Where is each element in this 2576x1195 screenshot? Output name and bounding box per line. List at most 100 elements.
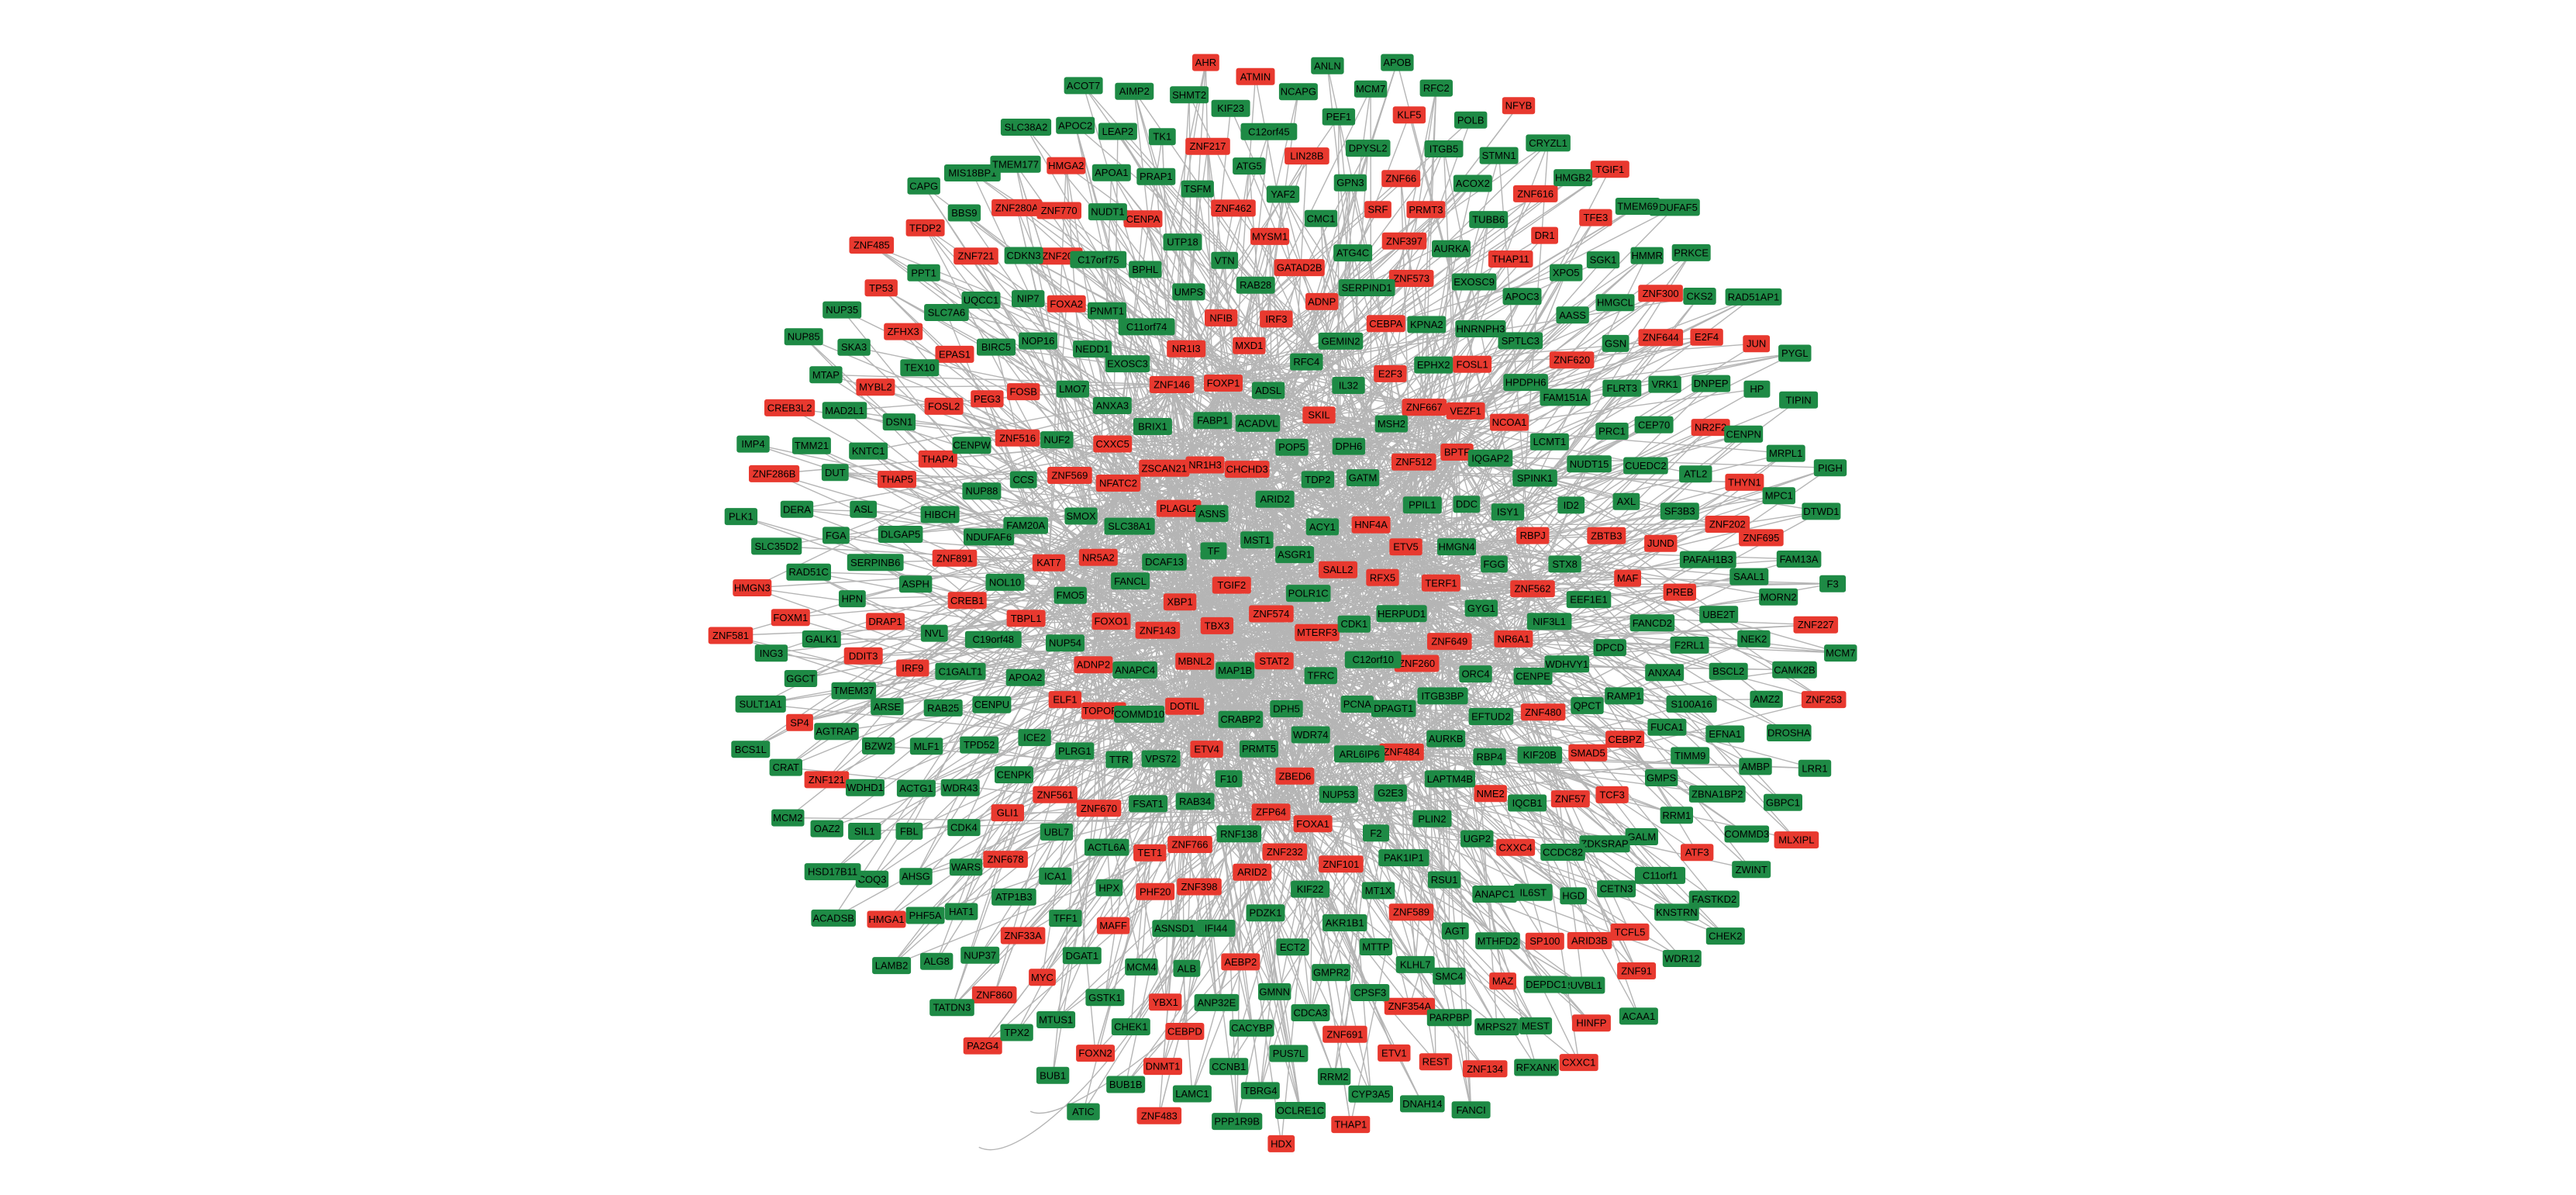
gene-node-down[interactable]: PPP1R9B <box>1212 1113 1263 1131</box>
gene-node-down[interactable]: GMPS <box>1645 769 1678 786</box>
gene-node-up[interactable]: NR1I3 <box>1167 340 1206 357</box>
gene-node-up[interactable]: VEZF1 <box>1446 402 1485 420</box>
gene-node-down[interactable]: ID2 <box>1557 496 1585 514</box>
gene-node-down[interactable]: ZWINT <box>1732 861 1771 879</box>
gene-node-up[interactable]: ZNF232 <box>1262 843 1308 861</box>
gene-node-up[interactable]: ZNF512 <box>1391 453 1436 471</box>
gene-node-up[interactable]: DDIT3 <box>843 647 883 665</box>
gene-node-down[interactable]: HPDPH6 <box>1503 374 1548 392</box>
gene-node-up[interactable]: E2F3 <box>1374 364 1407 382</box>
gene-node-down[interactable]: POP5 <box>1275 438 1309 456</box>
gene-node-up[interactable]: ZFP64 <box>1251 803 1291 821</box>
gene-node-up[interactable]: RFX5 <box>1366 568 1399 586</box>
gene-node-up[interactable]: ZBED6 <box>1275 767 1315 785</box>
gene-node-down[interactable]: ANAPC4 <box>1112 661 1157 679</box>
gene-node-up[interactable]: HMGA2 <box>1047 157 1086 174</box>
gene-node-up[interactable]: AHR <box>1192 54 1219 71</box>
gene-node-down[interactable]: EEF1E1 <box>1566 591 1612 609</box>
gene-node-up[interactable]: ZNF280A <box>991 199 1043 216</box>
gene-node-down[interactable]: NVL <box>920 624 948 642</box>
gene-node-up[interactable]: ZNF66 <box>1381 170 1421 188</box>
gene-node-down[interactable]: MCM7 <box>1354 80 1388 98</box>
gene-node-down[interactable]: ANLN <box>1311 57 1344 74</box>
gene-node-down[interactable]: ICA1 <box>1039 867 1072 885</box>
gene-node-up[interactable]: KLF5 <box>1392 106 1426 124</box>
gene-node-down[interactable]: HMGCL <box>1595 294 1635 312</box>
gene-node-down[interactable]: NCAPG <box>1278 83 1318 101</box>
gene-node-down[interactable]: MEST <box>1519 1017 1553 1034</box>
gene-node-down[interactable]: VPS72 <box>1141 750 1181 768</box>
gene-node-down[interactable]: RAB25 <box>923 699 963 717</box>
gene-node-up[interactable]: ZNF616 <box>1512 185 1558 202</box>
gene-node-down[interactable]: ACOX2 <box>1453 174 1492 192</box>
gene-node-down[interactable]: TEX10 <box>900 359 940 377</box>
gene-node-down[interactable]: NOL10 <box>985 573 1025 591</box>
gene-node-down[interactable]: APOC3 <box>1502 288 1542 306</box>
gene-node-down[interactable]: STMN1 <box>1479 147 1519 164</box>
gene-node-up[interactable]: SRF <box>1364 201 1391 219</box>
gene-node-down[interactable]: RAD51AP1 <box>1725 288 1782 306</box>
gene-node-up[interactable]: TBPL1 <box>1006 610 1046 627</box>
gene-node-down[interactable]: KIF23 <box>1211 99 1250 117</box>
gene-node-up[interactable]: ZNF485 <box>849 237 895 254</box>
gene-node-down[interactable]: TUBB6 <box>1469 211 1509 229</box>
gene-node-up[interactable]: ZNF574 <box>1249 605 1294 623</box>
gene-node-down[interactable]: MST1 <box>1240 531 1274 549</box>
gene-node-down[interactable]: NUP53 <box>1319 786 1358 803</box>
gene-node-down[interactable]: MAD2L1 <box>822 402 867 420</box>
gene-node-up[interactable]: RBPJ <box>1516 527 1550 544</box>
gene-node-down[interactable]: DPH5 <box>1270 700 1303 717</box>
gene-node-down[interactable]: S100A16 <box>1666 695 1717 713</box>
gene-node-up[interactable]: ZNF462 <box>1211 199 1256 217</box>
gene-node-down[interactable]: KPNA2 <box>1407 316 1447 333</box>
gene-node-down[interactable]: DTWD1 <box>1802 503 1841 520</box>
gene-node-up[interactable]: NFATC2 <box>1095 475 1141 492</box>
gene-node-up[interactable]: ZNF260 <box>1394 654 1440 672</box>
gene-node-down[interactable]: TFRC <box>1304 667 1337 685</box>
gene-node-down[interactable]: RAD51C <box>786 563 831 581</box>
gene-node-down[interactable]: POLR1C <box>1285 585 1331 603</box>
gene-node-down[interactable]: CENPK <box>995 766 1033 784</box>
gene-node-down[interactable]: KNTC1 <box>849 442 888 460</box>
gene-node-down[interactable]: ATIC <box>1067 1103 1100 1121</box>
gene-node-down[interactable]: AKR1B1 <box>1322 914 1367 931</box>
gene-node-up[interactable]: ELF1 <box>1048 691 1082 709</box>
gene-node-down[interactable]: NUP35 <box>822 301 862 319</box>
gene-node-down[interactable]: FANCD2 <box>1629 614 1675 632</box>
gene-node-down[interactable]: HIBCH <box>920 506 960 523</box>
gene-node-down[interactable]: AMZ2 <box>1750 690 1783 708</box>
gene-node-up[interactable]: THYN1 <box>1725 473 1764 491</box>
gene-node-up[interactable]: REST <box>1419 1053 1453 1071</box>
gene-node-down[interactable]: NIF3L1 <box>1526 613 1572 630</box>
gene-node-down[interactable]: ANXA3 <box>1092 397 1132 414</box>
gene-node-down[interactable]: CHEK2 <box>1705 927 1745 945</box>
gene-node-down[interactable]: AMBP <box>1739 758 1772 775</box>
gene-node-down[interactable]: APOC2 <box>1056 116 1095 134</box>
gene-node-down[interactable]: PLRG1 <box>1055 742 1095 760</box>
gene-node-down[interactable]: TMEM69 <box>1615 198 1660 215</box>
gene-node-down[interactable]: MCM2 <box>771 809 805 827</box>
gene-node-up[interactable]: CXXC4 <box>1496 838 1536 856</box>
gene-node-down[interactable]: PIGH <box>1813 459 1847 477</box>
gene-node-down[interactable]: TTR <box>1105 751 1133 768</box>
gene-node-down[interactable]: F3 <box>1819 575 1847 592</box>
gene-node-up[interactable]: ARID2 <box>1233 863 1272 881</box>
gene-node-down[interactable]: F2 <box>1363 824 1389 842</box>
gene-node-down[interactable]: PLK1 <box>724 508 758 526</box>
gene-node-down[interactable]: TIMM9 <box>1671 747 1710 765</box>
gene-node-down[interactable]: MRPL1 <box>1766 444 1805 462</box>
gene-node-down[interactable]: HGD <box>1560 887 1588 905</box>
gene-node-down[interactable]: BCS1L <box>731 741 771 758</box>
gene-node-down[interactable]: GGCT <box>784 670 818 687</box>
gene-node-down[interactable]: RFXANK <box>1514 1059 1559 1076</box>
gene-node-down[interactable]: CENPN <box>1724 425 1764 443</box>
gene-node-down[interactable]: CPSF3 <box>1350 984 1390 1001</box>
gene-node-down[interactable]: FAM13A <box>1776 551 1822 568</box>
gene-node-down[interactable]: ANP32E <box>1194 993 1240 1011</box>
gene-node-down[interactable]: PDZK1 <box>1246 904 1285 922</box>
gene-node-up[interactable]: SMAD5 <box>1568 744 1608 762</box>
gene-node-down[interactable]: WDR12 <box>1662 950 1702 967</box>
gene-node-down[interactable]: AURKA <box>1432 240 1471 257</box>
gene-node-down[interactable]: FMO5 <box>1054 586 1087 604</box>
gene-node-down[interactable]: ATG4C <box>1333 244 1373 262</box>
